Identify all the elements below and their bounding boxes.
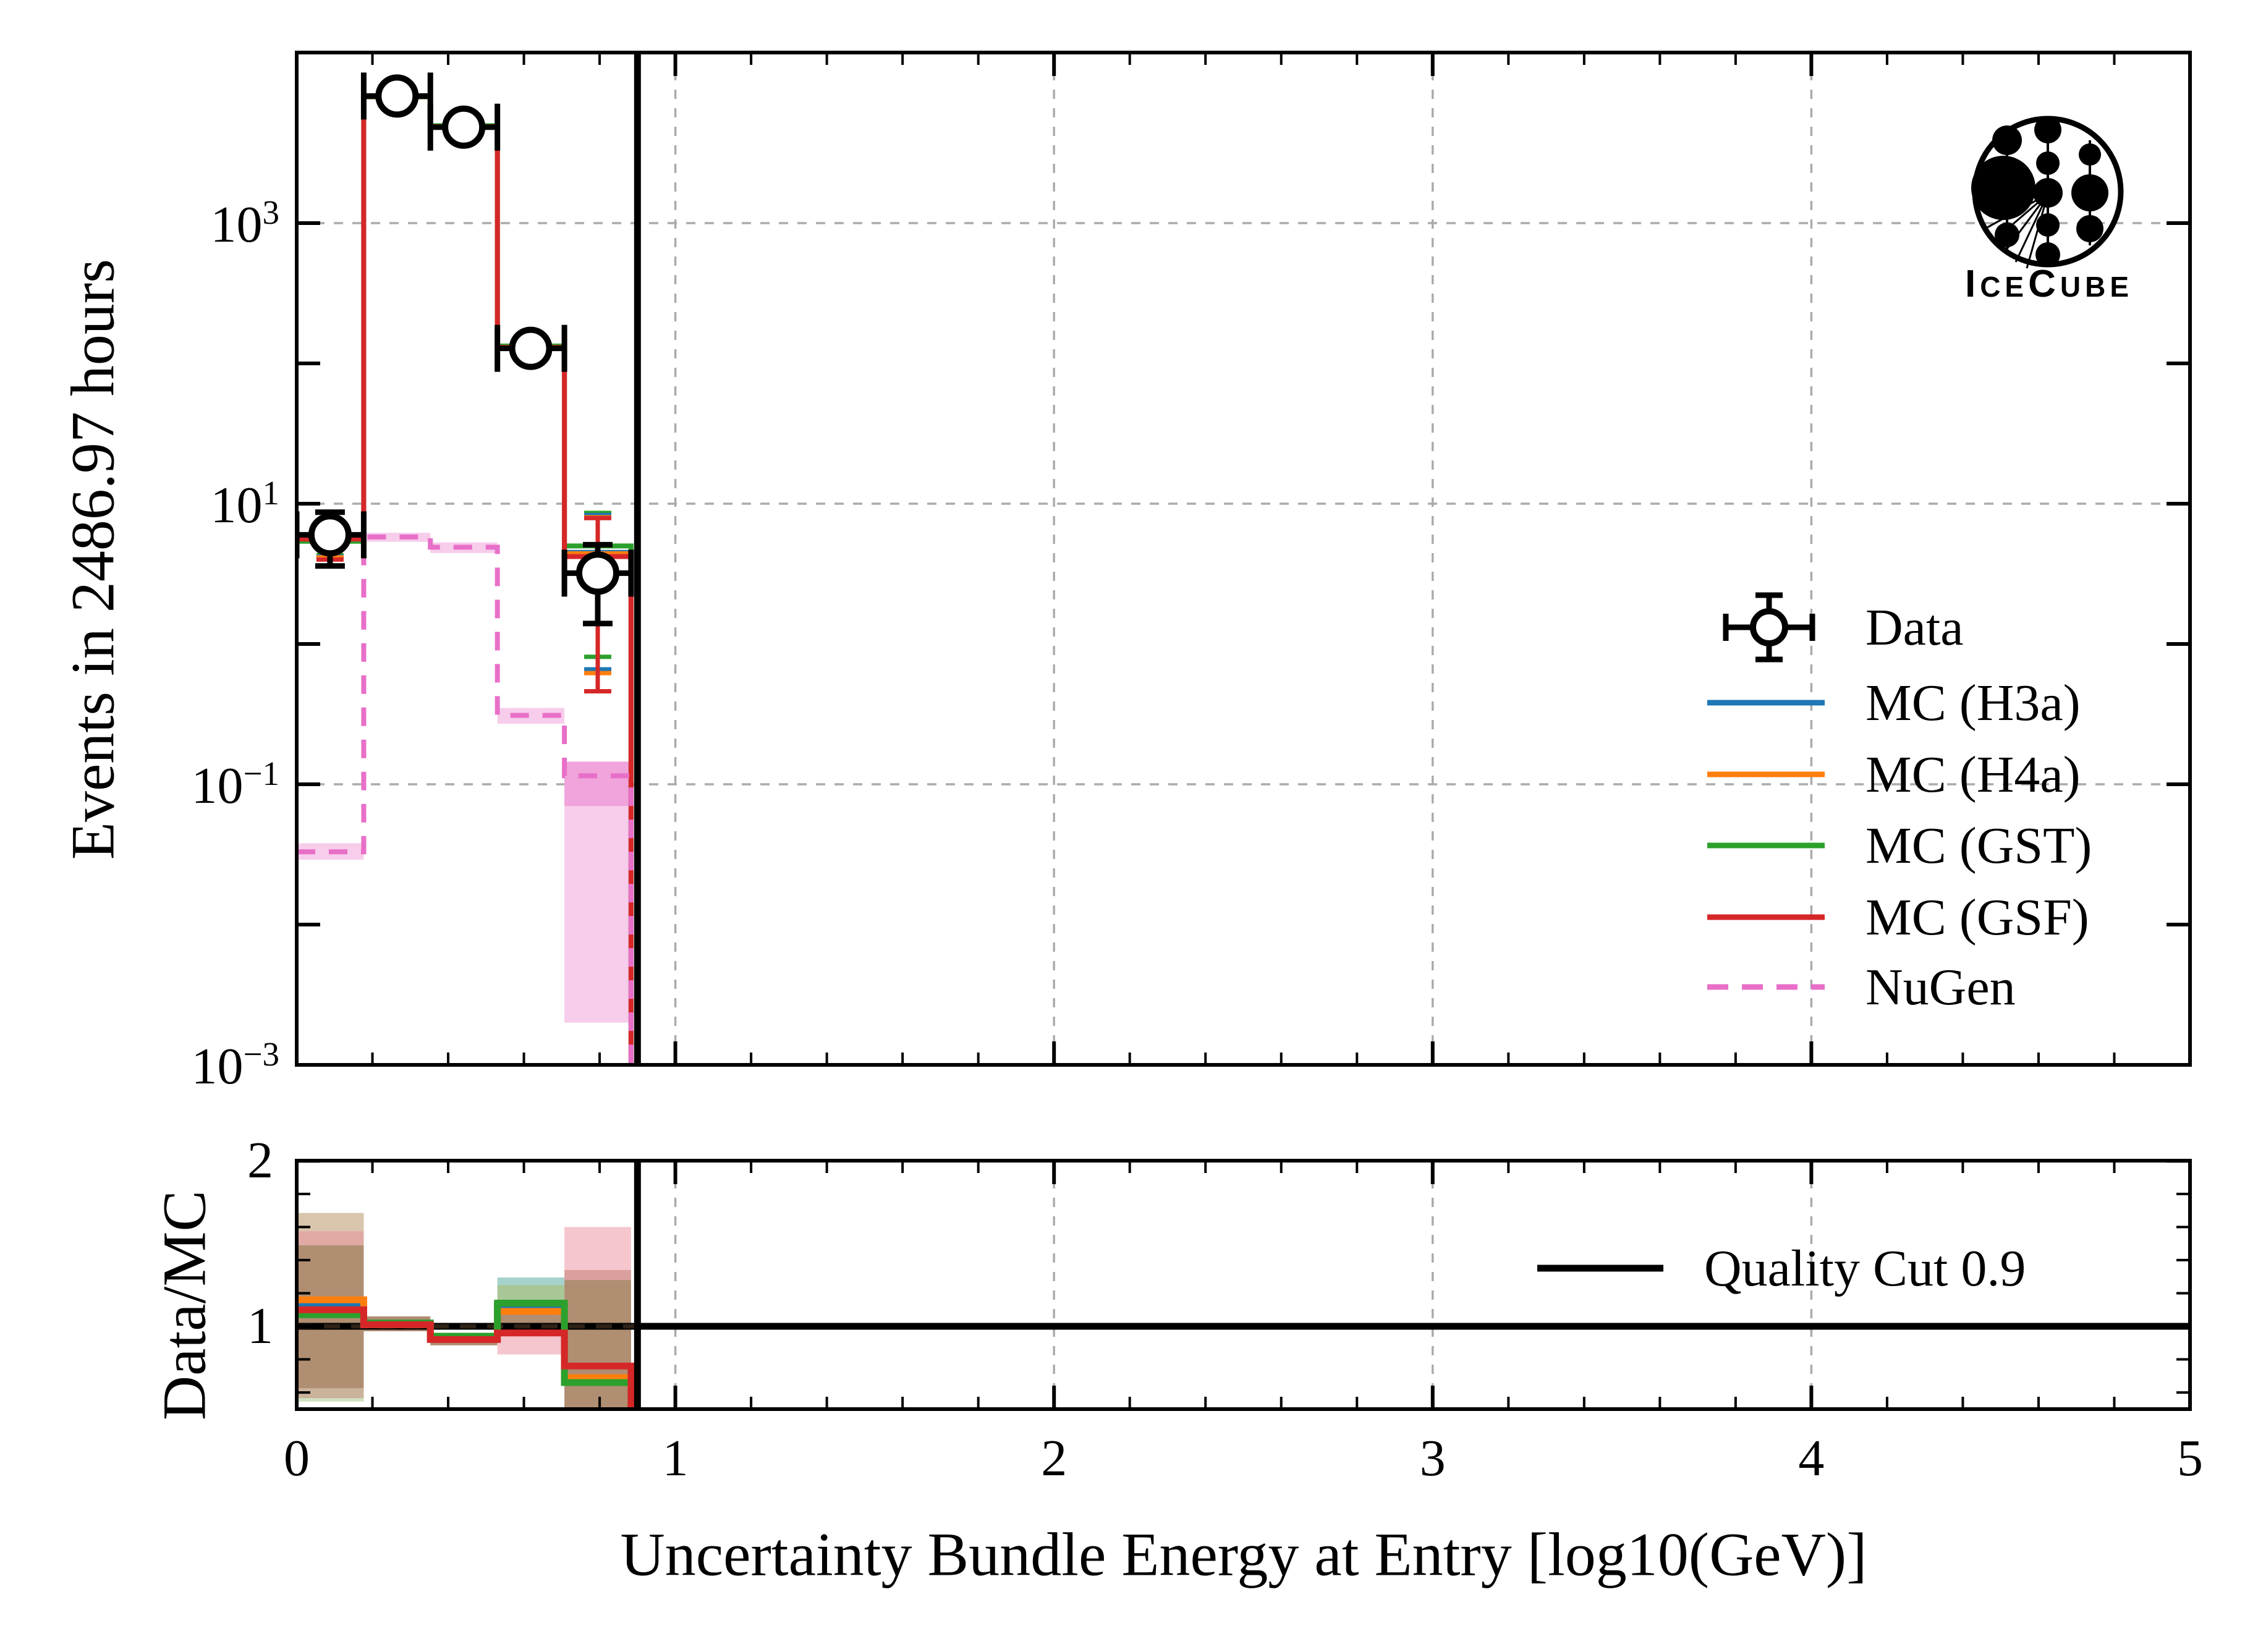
legend-item-nugen: NuGen — [1707, 950, 2016, 1024]
legend-quality-cut: Quality Cut 0.9 — [1537, 1231, 2026, 1305]
legend-quality-cut-label: Quality Cut 0.9 — [1704, 1239, 2026, 1297]
axes-frames-and-ticks — [295, 51, 2192, 1411]
legend-item-label: Data — [1865, 598, 1964, 656]
line-sample — [1707, 808, 1831, 883]
x-tick-label-5: 5 — [2177, 1430, 2203, 1487]
legend-item-label: MC (GST) — [1865, 816, 2092, 875]
ratio-panel-series — [297, 1213, 2190, 1409]
legend-item-mc-h4a-: MC (H4a) — [1707, 737, 2081, 811]
y-top-tick-label-10e-3: 10−3 — [191, 1035, 279, 1095]
y-top-tick-label-10e3: 103 — [210, 193, 280, 253]
line-sample — [1707, 880, 1831, 954]
legend-item-mc-gst-: MC (GST) — [1707, 808, 2092, 883]
line-sample — [1707, 666, 1831, 740]
legend-item-label: MC (H4a) — [1865, 745, 2081, 803]
icecube-logo-mark — [1971, 116, 2124, 269]
legend-item-label: MC (H3a) — [1865, 674, 2081, 732]
legend-item-mc-gsf-: MC (GSF) — [1707, 880, 2089, 954]
x-tick-label-2: 2 — [1041, 1430, 1067, 1487]
top-panel-series — [297, 72, 634, 1065]
legend-item-label: NuGen — [1865, 958, 2016, 1016]
y-ratio-tick-label-2: 2 — [247, 1132, 273, 1190]
line-sample — [1707, 737, 1831, 811]
y-ratio-tick-label-1: 1 — [247, 1297, 273, 1355]
legend-item-data: Data — [1707, 590, 1964, 664]
y-axis-label-top: Events in 2486.97 hours — [58, 258, 127, 860]
y-top-tick-label-10e-1: 10−1 — [191, 755, 279, 815]
data-marker-sample — [1707, 590, 1831, 664]
legend-item-label: MC (GSF) — [1865, 888, 2089, 946]
x-tick-label-3: 3 — [1419, 1430, 1446, 1487]
x-tick-label-1: 1 — [662, 1430, 689, 1487]
line-sample — [1707, 950, 1831, 1024]
legend-item-mc-h3a-: MC (H3a) — [1707, 666, 2081, 740]
x-tick-label-4: 4 — [1798, 1430, 1825, 1487]
icecube-logo-text: ICECUBE — [1964, 263, 2134, 305]
y-top-tick-label-10e1: 101 — [210, 474, 280, 534]
x-axis-label: Uncertainty Bundle Energy at Entry [log1… — [620, 1520, 1867, 1589]
quality-cut-line-sample — [1537, 1231, 1670, 1305]
icecube-logo: ICECUBE — [1963, 106, 2142, 305]
x-tick-label-0: 0 — [284, 1430, 310, 1487]
